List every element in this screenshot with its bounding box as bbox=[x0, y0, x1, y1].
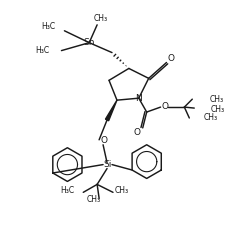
Text: Si: Si bbox=[104, 160, 112, 169]
Text: CH₃: CH₃ bbox=[115, 186, 129, 195]
Text: O: O bbox=[101, 136, 108, 145]
Text: H₃C: H₃C bbox=[41, 22, 56, 31]
Text: CH₃: CH₃ bbox=[210, 105, 224, 114]
Text: O: O bbox=[168, 54, 175, 63]
Text: N: N bbox=[135, 94, 142, 103]
Text: H₃C: H₃C bbox=[60, 186, 74, 195]
Text: CH₃: CH₃ bbox=[209, 95, 223, 104]
Text: O: O bbox=[133, 128, 140, 137]
Text: CH₃: CH₃ bbox=[94, 14, 108, 23]
Text: CH₃: CH₃ bbox=[87, 195, 101, 204]
Text: Sn: Sn bbox=[84, 38, 95, 47]
Text: CH₃: CH₃ bbox=[203, 114, 217, 122]
Text: O: O bbox=[161, 102, 168, 111]
Text: H₃C: H₃C bbox=[35, 46, 49, 55]
Polygon shape bbox=[106, 100, 117, 121]
